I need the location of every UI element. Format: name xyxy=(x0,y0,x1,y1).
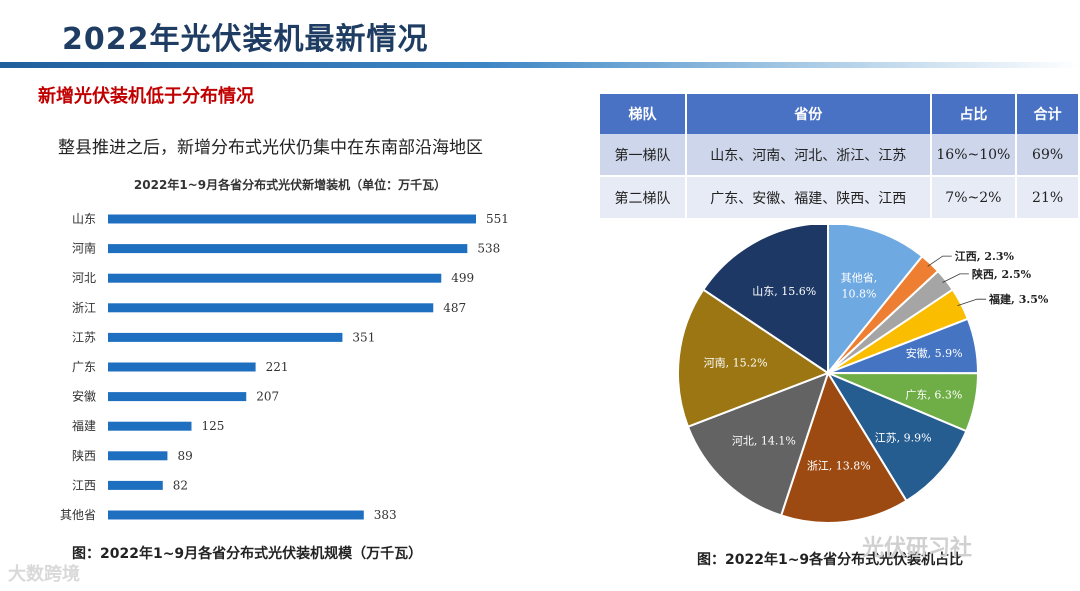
bar-mark xyxy=(108,273,442,283)
bar-value-label: 207 xyxy=(256,390,279,404)
pie-slice-label: 江西, 2.3% xyxy=(955,249,1015,263)
table-cell: 7%~2% xyxy=(930,176,1018,218)
bar-mark xyxy=(108,451,168,461)
pie-leader-line xyxy=(942,273,969,283)
bar-value-label: 383 xyxy=(374,508,397,522)
watermark-right: 光伏研习社 xyxy=(862,536,973,561)
section-subtitle: 新增光伏装机低于分布情况 xyxy=(38,86,254,107)
slide-title: 2022年光伏装机最新情况 xyxy=(62,22,429,57)
bar-value-label: 538 xyxy=(477,242,500,256)
table-header-total: 合计 xyxy=(1016,94,1078,134)
bar-mark xyxy=(108,362,256,372)
pie-leader-line xyxy=(957,298,987,307)
table-cell: 16%~10% xyxy=(930,134,1018,177)
table-header-province: 省份 xyxy=(685,94,932,134)
bar-value-label: 499 xyxy=(451,271,474,285)
table-row: 第一梯队 山东、河南、河北、浙江、江苏 16%~10% 69% xyxy=(600,134,1078,177)
pie-slice xyxy=(686,371,830,517)
bar-category-label: 山东 xyxy=(72,212,96,226)
pie-slice xyxy=(677,288,831,429)
bar-chart-caption: 图：2022年1~9月各省分布式光伏装机规模（万千瓦） xyxy=(72,546,423,562)
table-cell: 山东、河南、河北、浙江、江苏 xyxy=(685,134,932,177)
bar-category-label: 浙江 xyxy=(72,301,96,315)
pie-slice xyxy=(827,225,924,376)
table-header-row: 梯队 省份 占比 合计 xyxy=(600,94,1078,134)
pie-slice-value: 10.8% xyxy=(842,287,877,300)
table-cell: 广东、安徽、福建、陕西、江西 xyxy=(685,176,932,218)
bar-category-label: 陕西 xyxy=(72,448,96,463)
bar-category-label: 福建 xyxy=(72,418,96,433)
table-cell: 第二梯队 xyxy=(600,176,687,218)
bar-value-label: 551 xyxy=(486,212,509,226)
bar-mark xyxy=(108,510,364,520)
bar-category-label: 江西 xyxy=(72,478,96,492)
table-row: 第二梯队 广东、安徽、福建、陕西、江西 7%~2% 21% xyxy=(600,176,1078,218)
bar-category-label: 河南 xyxy=(72,241,96,256)
bar-chart: 山东 551 河南 538 河北 499 浙江 487 江苏 351 广东 221 安徽 207 福建 125… xyxy=(60,212,509,522)
pie-slice-label: 福建, 3.5% xyxy=(988,292,1049,306)
bar-mark xyxy=(108,303,434,313)
bar-mark xyxy=(108,214,476,224)
pie-slice-label: 山东, 15.6% xyxy=(752,285,816,298)
bar-chart-title: 2022年1~9月各省分布式光伏新增装机（单位：万千瓦） xyxy=(133,178,447,192)
pie-chart: 其他省, 10.8% 江西, 2.3% 陕西, 2.5% 福建, 3.5% 安徽, 5.9… xyxy=(677,225,1049,524)
bar-value-label: 487 xyxy=(443,301,466,315)
pie-slice-label: 河北, 14.1% xyxy=(732,434,796,447)
pie-slice-label: 浙江, 13.8% xyxy=(807,459,871,472)
bar-value-label: 221 xyxy=(266,360,289,374)
table-cell: 第一梯队 xyxy=(600,134,687,177)
bar-value-label: 125 xyxy=(201,419,224,433)
pie-leader-line xyxy=(927,255,952,267)
pie-chart-caption: 图：2022年1~9各省分布式光伏装机占比 xyxy=(697,552,964,568)
bar-mark xyxy=(108,480,163,490)
pie-slice-label: 其他省, xyxy=(841,271,878,284)
pie-slice-label: 河南, 15.2% xyxy=(704,357,768,370)
bar-category-label: 安徽 xyxy=(72,389,96,404)
bar-mark xyxy=(108,244,468,254)
bar-category-label: 江苏 xyxy=(72,330,96,344)
pie-slice-label: 江苏, 9.9% xyxy=(875,431,932,444)
bar-value-label: 82 xyxy=(173,478,188,492)
bar-category-label: 河北 xyxy=(72,271,96,285)
bar-mark xyxy=(108,332,343,342)
table-header-share: 占比 xyxy=(930,94,1018,134)
pie-slice-label: 安徽, 5.9% xyxy=(906,346,963,360)
bar-mark xyxy=(108,392,247,402)
pie-slice xyxy=(779,370,908,524)
bar-value-label: 351 xyxy=(352,330,375,344)
bar-value-label: 89 xyxy=(177,449,192,463)
pie-slice xyxy=(701,225,829,375)
table-header-tier: 梯队 xyxy=(600,94,687,134)
bar-category-label: 其他省 xyxy=(60,508,96,522)
bar-mark xyxy=(108,421,192,431)
pie-slice xyxy=(825,370,968,503)
table-cell: 69% xyxy=(1016,134,1078,177)
table-cell: 21% xyxy=(1016,176,1078,218)
bar-category-label: 广东 xyxy=(72,360,96,374)
lead-text: 整县推进之后，新增分布式光伏仍集中在东南部沿海地区 xyxy=(58,138,483,158)
tier-table: 梯队 省份 占比 合计 第一梯队 山东、河南、河北、浙江、江苏 16%~10% … xyxy=(600,94,1078,218)
watermark-left: 大数跨境 xyxy=(8,564,80,585)
title-underline xyxy=(0,62,1080,68)
pie-slice-label: 陕西, 2.5% xyxy=(972,267,1032,281)
pie-slice-label: 广东, 6.3% xyxy=(905,388,962,401)
